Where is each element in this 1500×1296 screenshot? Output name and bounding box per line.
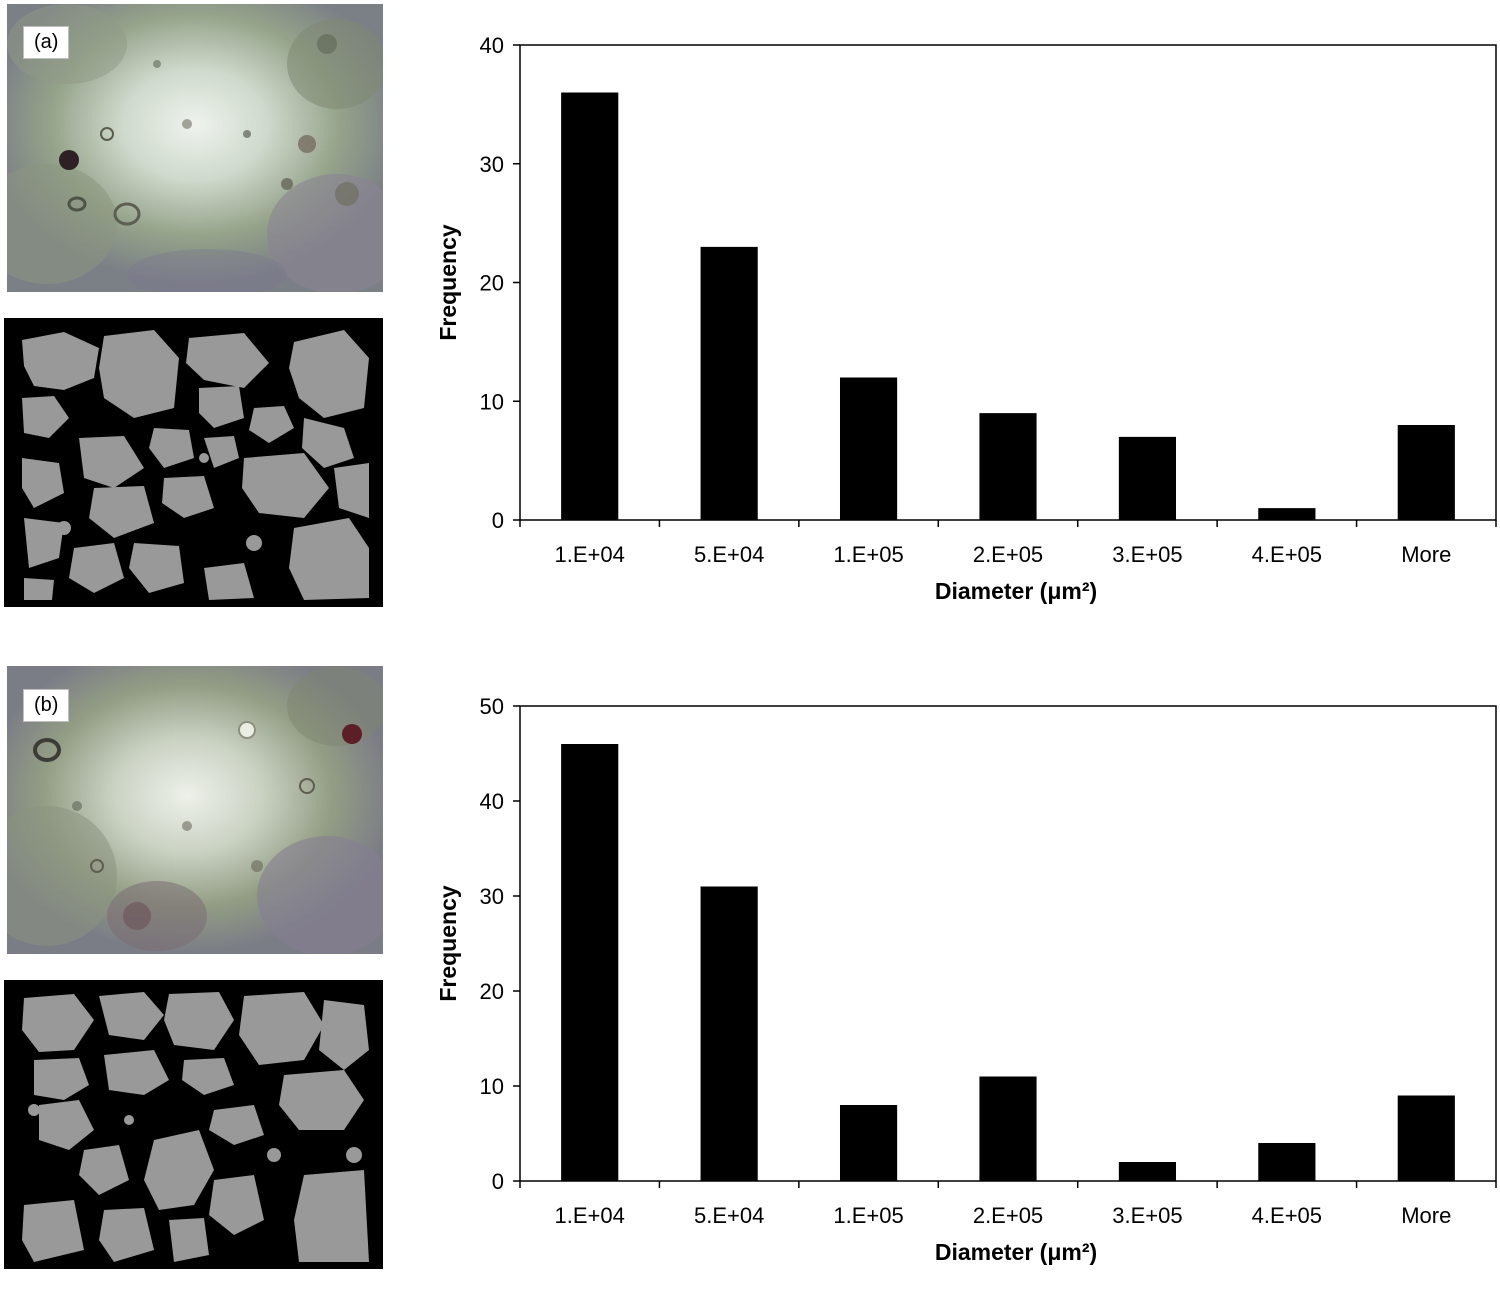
chart-a-y-tick-label: 20	[480, 271, 504, 296]
chart-b-bar-7	[1397, 1095, 1455, 1181]
chart-b-x-tick-label: More	[1401, 1203, 1451, 1228]
chart-a-x-tick-label: 3.E+05	[1112, 542, 1182, 567]
chart-b-y-tick-label: 30	[480, 884, 504, 909]
chart-a-bar-7	[1397, 425, 1455, 520]
chart-b-y-tick-label: 20	[480, 979, 504, 1004]
segmented-mask-image-b	[4, 980, 383, 1269]
chart-b-x-tick-label: 1.E+05	[833, 1203, 903, 1228]
panel-a: (a)	[0, 0, 1500, 636]
histogram-chart-a: 0 10 20 30 40 1.E+04 5.E+04 1.E+05 2.E+05 3.E+05 4…	[420, 0, 1500, 636]
chart-a-y-axis-label: Frequency	[435, 224, 461, 341]
chart-a-x-tick-label: 2.E+05	[973, 542, 1043, 567]
chart-b-y-tick-label: 40	[480, 789, 504, 814]
micrograph-image-b	[7, 666, 383, 954]
chart-b-y-tick-label: 50	[480, 694, 504, 719]
chart-a-x-axis-label: Diameter (μm²)	[935, 578, 1097, 604]
chart-a-x-tick-label: 5.E+04	[694, 542, 764, 567]
chart-a-bar-6	[1258, 508, 1316, 520]
chart-a-y-tick-label: 0	[492, 508, 504, 533]
chart-a-bar-4	[979, 413, 1037, 520]
chart-a-x-tick-label: 1.E+04	[555, 542, 625, 567]
chart-a-y-tick-label: 30	[480, 152, 504, 177]
chart-b-x-tick-label: 3.E+05	[1112, 1203, 1182, 1228]
chart-b-x-tick-label: 1.E+04	[555, 1203, 625, 1228]
chart-b-y-axis-label: Frequency	[435, 885, 461, 1002]
panel-b: (b) 0 10 20 30 40 50 1.E+04	[0, 660, 1500, 1296]
chart-b-x-tick-label: 2.E+05	[973, 1203, 1043, 1228]
chart-a-x-tick-label: More	[1401, 542, 1451, 567]
chart-b-x-axis-label: Diameter (μm²)	[935, 1239, 1097, 1265]
chart-b-x-tick-label: 4.E+05	[1252, 1203, 1322, 1228]
chart-a-bar-3	[839, 377, 898, 520]
chart-a-bar-1	[561, 92, 619, 520]
panel-label-b: (b)	[23, 689, 70, 722]
chart-b-bar-5	[1118, 1162, 1177, 1181]
chart-b-bar-3	[839, 1105, 898, 1181]
chart-a-bar-5	[1118, 436, 1177, 520]
chart-b-bar-1	[561, 744, 619, 1181]
panel-label-a: (a)	[23, 26, 70, 59]
chart-a-x-tick-label: 1.E+05	[833, 542, 903, 567]
chart-a-y-tick-label: 40	[480, 33, 504, 58]
chart-b-bar-4	[979, 1076, 1037, 1181]
segmented-mask-image-a	[4, 318, 383, 607]
micrograph-image-a	[7, 4, 383, 292]
chart-a-y-tick-label: 10	[480, 389, 504, 414]
chart-b-bar-2	[700, 886, 758, 1181]
chart-b-y-tick-label: 10	[480, 1074, 504, 1099]
chart-a-bar-2	[700, 246, 758, 520]
chart-b-bar-6	[1258, 1143, 1316, 1181]
histogram-chart-b: 0 10 20 30 40 50 1.E+04 5.E+04 1.E+05 2.E+05 3.E+0…	[420, 660, 1500, 1296]
chart-b-y-tick-label: 0	[492, 1169, 504, 1194]
chart-a-x-tick-label: 4.E+05	[1252, 542, 1322, 567]
chart-b-x-tick-label: 5.E+04	[694, 1203, 764, 1228]
